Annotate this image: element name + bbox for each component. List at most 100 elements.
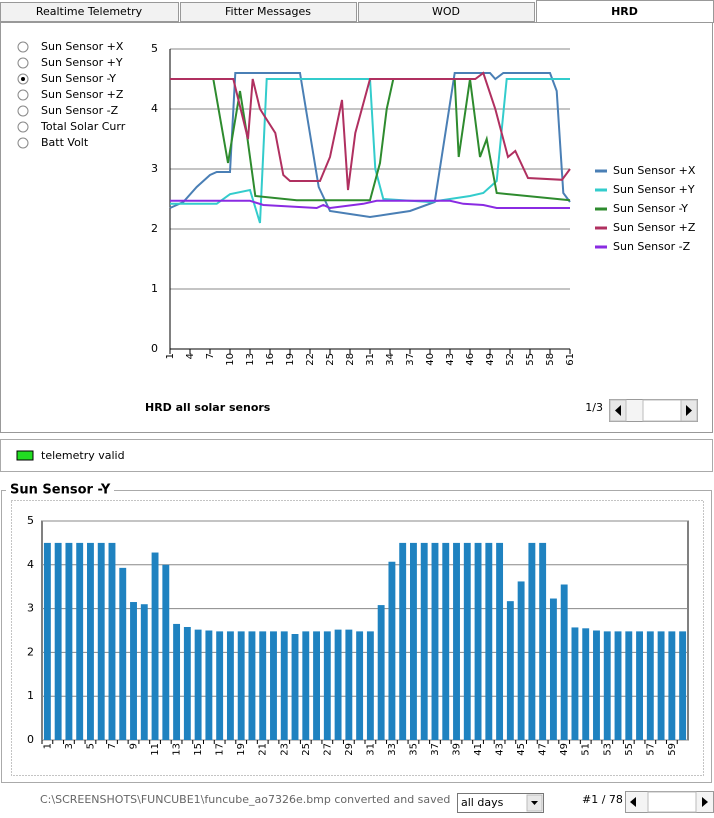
bar [614,631,622,740]
bar [453,542,460,740]
tab-label: HRD [611,5,638,18]
x-tick-label: 23 [279,743,290,756]
tab[interactable] [180,2,357,22]
bar [259,631,267,740]
x-tick-label: 49 [485,353,496,366]
bar [291,634,299,740]
bar [313,631,320,740]
bar [657,631,665,740]
radio-label: Sun Sensor +Z [41,88,124,101]
chart-title: HRD all solar senors [145,401,271,414]
legend-label: Sun Sensor -Z [613,240,691,253]
bar [216,631,224,740]
bar [366,631,374,740]
x-tick-label: 11 [150,743,161,756]
x-tick-label: 25 [325,353,336,366]
plot-frame [41,520,689,741]
bar [582,628,590,740]
x-tick-label: 40 [425,353,436,366]
tab[interactable] [0,2,179,22]
x-tick-label: 55 [525,353,536,366]
x-tick-label: 27 [322,743,333,756]
bar [506,601,514,740]
x-tick-label: 37 [405,353,416,366]
x-tick-label: 28 [345,353,356,366]
y-tick-label: 3 [27,602,34,615]
y-tick-label: 3 [151,162,158,175]
x-tick-label: 1 [165,353,176,359]
y-tick-label: 1 [27,689,34,702]
bar [87,542,94,740]
radio-button[interactable] [17,137,29,149]
x-tick-label: 58 [545,353,556,366]
bar [593,630,600,740]
x-tick-label: 33 [387,743,398,756]
bar [442,542,450,740]
x-tick-label: 13 [245,353,256,366]
bar [549,598,557,740]
select-box[interactable] [457,793,544,813]
y-tick-label: 4 [151,102,158,115]
x-tick-label: 31 [365,353,376,366]
x-tick-label: 45 [516,743,527,756]
x-tick-label: 55 [624,743,635,756]
range-select[interactable]: all days [457,793,544,813]
x-tick-label: 7 [107,743,118,749]
x-tick-label: 7 [205,353,216,359]
bar [517,581,525,740]
x-tick-label: 39 [452,743,463,756]
radio-label: Sun Sensor -Y [41,72,116,85]
x-tick-label: 47 [538,743,549,756]
radio-button[interactable] [17,105,29,117]
bar [528,542,536,740]
x-tick-label: 10 [225,353,236,366]
x-tick-label: 43 [445,353,456,366]
x-tick-label: 52 [505,353,516,366]
radio-label: Sun Sensor -Z [41,104,119,117]
bar [668,631,676,740]
bar [97,542,105,740]
x-tick-label: 35 [408,743,419,756]
x-tick-label: 15 [193,743,204,756]
x-tick-label: 43 [495,743,506,756]
y-tick-label: 2 [27,645,34,658]
legend-label: Sun Sensor +X [613,164,696,177]
bar [431,542,439,740]
x-tick-label: 21 [258,743,269,756]
tab[interactable] [358,2,535,22]
bar [65,542,73,740]
x-tick-label: 57 [645,743,656,756]
bar [560,584,568,740]
bar [270,631,277,740]
y-tick-label: 4 [27,558,34,571]
footer-scroll[interactable] [625,791,714,813]
line-series [170,78,571,202]
radio-label: Sun Sensor +X [41,40,124,53]
bar [323,631,331,740]
x-tick-label: 19 [236,743,247,756]
scroll-thumb[interactable] [647,791,697,813]
bar [636,631,643,740]
pager-scroll[interactable] [609,399,698,422]
bar [248,631,256,740]
arrow [531,801,538,805]
select-text: all days [461,796,504,809]
tab-label: Fitter Messages [225,5,311,18]
bar [334,629,342,740]
legend-label: Sun Sensor -Y [613,202,688,215]
radio-button[interactable] [17,89,29,101]
footer-path: C:\SCREENSHOTS\FUNCUBE1\funcube_ao7326e.… [40,793,450,806]
bar [194,629,202,740]
y-tick-label: 1 [151,282,158,295]
bar [679,631,687,740]
scroll-thumb[interactable] [642,399,682,422]
radio-button[interactable] [17,41,29,53]
footer-counter: #1 / 78 [582,793,623,806]
status-box [0,439,713,472]
x-tick-label: 5 [85,743,96,749]
bar [539,542,547,740]
group-box [1,490,712,783]
radio-button[interactable] [17,121,29,133]
radio-button[interactable] [17,57,29,69]
